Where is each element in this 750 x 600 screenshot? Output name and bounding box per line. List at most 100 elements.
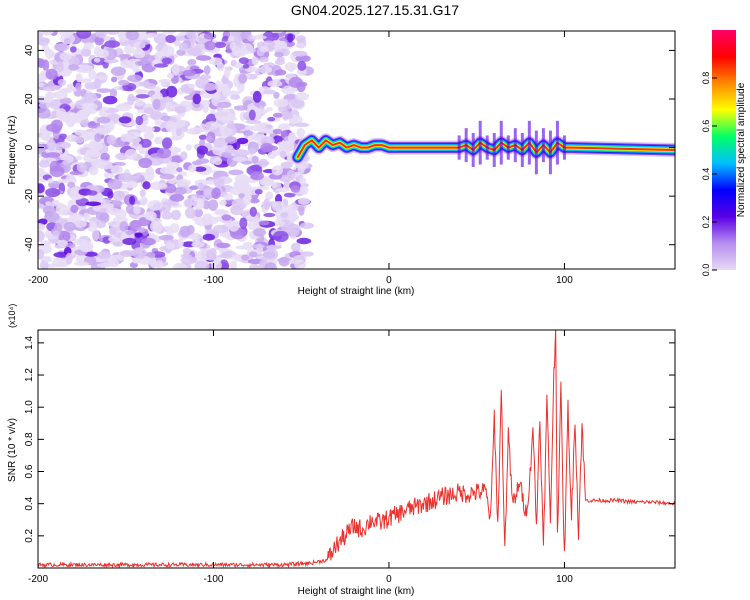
noise-speckle	[133, 204, 141, 215]
noise-speckle	[295, 92, 310, 101]
noise-speckle	[97, 251, 111, 260]
noise-speckle	[102, 95, 118, 105]
noise-speckle	[249, 263, 260, 269]
noise-speckle	[38, 183, 45, 194]
noise-speckle	[65, 252, 73, 265]
noise-speckle	[249, 198, 260, 204]
noise-speckle	[70, 46, 77, 53]
noise-speckle	[43, 86, 57, 92]
noise-speckle	[85, 149, 101, 158]
noise-speckle	[224, 147, 236, 154]
noise-speckle	[135, 172, 142, 178]
noise-speckle	[262, 31, 275, 43]
noise-speckle	[125, 31, 140, 41]
noise-speckle	[230, 260, 237, 269]
snr-y-tick-label: 0.8	[24, 432, 35, 446]
noise-speckle	[138, 255, 151, 265]
noise-speckle	[70, 204, 79, 213]
noise-speckle	[143, 107, 154, 115]
noise-speckle	[84, 251, 98, 257]
noise-speckle	[138, 157, 153, 169]
noise-speckle	[66, 83, 73, 93]
noise-speckle	[127, 74, 143, 83]
noise-speckle	[149, 110, 163, 120]
noise-speckle	[204, 40, 216, 51]
noise-speckle	[273, 98, 289, 108]
noise-speckle	[187, 59, 197, 66]
noise-speckle	[107, 191, 114, 199]
noise-speckle	[233, 105, 248, 111]
noise-speckle	[112, 190, 126, 202]
noise-speckle	[194, 208, 203, 218]
noise-speckle	[88, 166, 99, 176]
noise-speckle	[292, 50, 308, 57]
noise-speckle	[265, 191, 274, 200]
noise-speckle	[167, 72, 174, 79]
noise-speckle	[252, 90, 262, 103]
noise-speckle	[38, 82, 45, 88]
noise-speckle	[238, 57, 249, 65]
noise-speckle	[145, 167, 154, 175]
snr-series-line	[38, 330, 675, 568]
noise-speckle	[300, 251, 314, 257]
noise-speckle	[234, 62, 243, 69]
noise-speckle	[142, 181, 151, 190]
noise-speckle	[38, 223, 46, 232]
noise-speckle	[161, 57, 173, 65]
noise-speckle	[188, 83, 196, 89]
noise-speckle	[159, 173, 175, 180]
noise-speckle	[188, 164, 197, 173]
noise-speckle	[39, 240, 52, 247]
noise-speckle	[295, 43, 306, 49]
snr-x-tick-label: -200	[28, 574, 48, 585]
noise-speckle	[154, 63, 168, 68]
noise-speckle	[151, 126, 161, 133]
noise-speckle	[196, 145, 208, 155]
noise-speckle	[160, 115, 172, 122]
noise-speckle	[141, 114, 149, 126]
noise-speckle	[298, 197, 310, 205]
noise-speckle	[263, 248, 279, 260]
noise-speckle	[68, 64, 80, 71]
noise-speckle	[267, 80, 283, 88]
noise-speckle	[185, 144, 192, 151]
noise-speckle	[242, 241, 253, 251]
noise-speckle	[52, 230, 60, 238]
snr-y-multiplier: (x10⁴)	[7, 304, 17, 328]
noise-speckle	[250, 164, 263, 172]
noise-speckle	[238, 73, 248, 84]
noise-speckle	[182, 248, 191, 255]
noise-speckle	[42, 131, 51, 142]
noise-speckle	[217, 253, 233, 259]
noise-speckle	[55, 202, 65, 209]
noise-speckle	[177, 236, 184, 249]
noise-speckle	[287, 213, 299, 222]
noise-speckle	[75, 82, 82, 91]
noise-speckle	[57, 239, 68, 248]
noise-speckle	[219, 231, 233, 238]
noise-speckle	[254, 189, 263, 195]
noise-speckle	[191, 242, 205, 248]
noise-speckle	[227, 119, 235, 129]
noise-speckle	[79, 240, 94, 253]
noise-speckle	[267, 116, 276, 122]
noise-speckle	[145, 33, 153, 38]
noise-speckle	[165, 242, 175, 250]
noise-speckle	[260, 180, 273, 186]
noise-speckle	[94, 133, 102, 143]
noise-speckle	[293, 171, 300, 177]
spectrogram-y-axis-label: Frequency (Hz)	[7, 116, 18, 185]
spectrogram-y-tick-label: 0	[24, 144, 35, 150]
noise-speckle	[47, 178, 54, 184]
noise-speckle	[150, 259, 157, 269]
noise-speckle	[206, 249, 216, 261]
noise-speckle	[38, 160, 50, 168]
noise-speckle	[94, 36, 104, 46]
noise-speckle	[41, 31, 54, 35]
spectrogram-x-tick-label: 0	[386, 275, 392, 286]
noise-speckle	[117, 79, 130, 86]
noise-speckle	[85, 201, 102, 207]
noise-speckle	[154, 118, 162, 126]
